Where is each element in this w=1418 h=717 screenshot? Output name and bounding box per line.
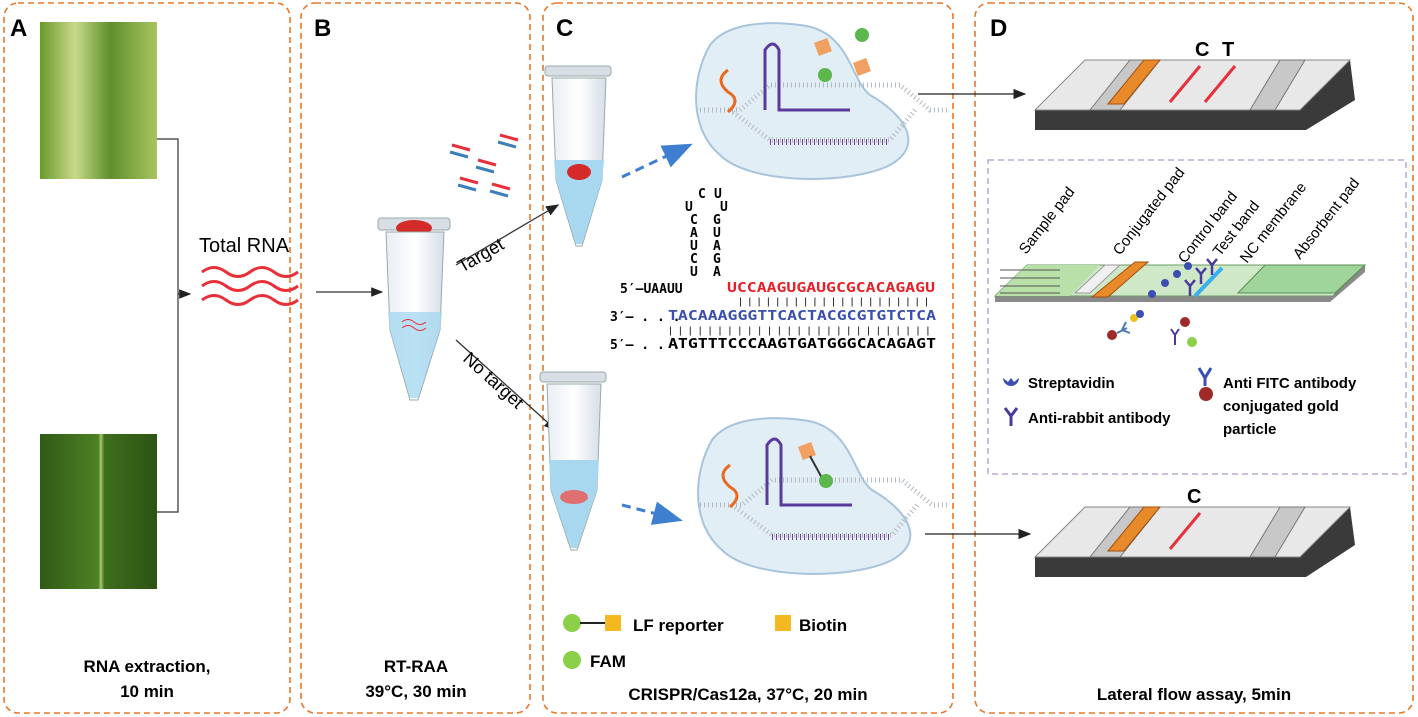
cas12a-complex-inactive	[697, 417, 950, 575]
tube-no-target	[539, 371, 607, 551]
caption-d: Lateral flow assay, 5min	[1097, 685, 1291, 704]
stem-base: A	[713, 265, 721, 280]
target-strand-sequence: TACAAAGGGTTCACTACGCGTGTCTCA	[668, 309, 936, 324]
stem-base: C	[690, 252, 698, 267]
legend-anti-fitc-line1: Anti FITC antibody	[1223, 375, 1357, 392]
stem-base: A	[690, 226, 698, 241]
total-rna-label: Total RNA	[199, 235, 290, 257]
rna-waves-icon	[201, 266, 299, 306]
legend-anti-rabbit-antibody: Anti-rabbit antibody	[1028, 410, 1171, 427]
cas12a-complex-active	[695, 22, 950, 180]
panel-c-border	[542, 2, 954, 714]
diseased-leaf-image	[40, 22, 157, 179]
bracket-connector	[157, 138, 190, 513]
target-strand-prefix: 3′– . . .	[610, 310, 680, 325]
caption-c: CRISPR/Cas12a, 37°C, 20 min	[628, 685, 867, 704]
stem-base: U	[713, 226, 721, 241]
caption-b-line2: 39°C, 30 min	[365, 682, 466, 701]
target-label: Target	[454, 234, 507, 276]
panel-a-border	[3, 2, 291, 714]
legend-anti-fitc-line2: conjugated gold	[1223, 398, 1339, 415]
legend-lf-reporter: LF reporter	[633, 616, 724, 635]
test-band-label: T	[1222, 39, 1234, 61]
stem-base: A	[713, 239, 721, 254]
arrow-target	[455, 204, 560, 266]
gold-particle-conjugates	[1107, 310, 1197, 347]
no-target-label: No target	[459, 348, 527, 412]
strip-schematic-box	[987, 159, 1407, 475]
healthy-leaf-image	[40, 434, 157, 589]
stem-base: U	[720, 200, 728, 215]
caption-a-line1: RNA extraction,	[84, 657, 211, 676]
panel-letter-b: B	[314, 15, 331, 42]
arrow-no-target	[455, 339, 557, 431]
stem-base: C	[698, 187, 706, 202]
crrna-prefix: 5′–UAAUU	[620, 282, 683, 297]
control-band-label: C	[1195, 39, 1209, 61]
stem-base: G	[713, 213, 721, 228]
caption-b-line1: RT-RAA	[384, 657, 448, 676]
strip-schematic	[993, 258, 1367, 302]
rt-raa-tube	[377, 217, 451, 401]
fam-icon	[563, 651, 581, 669]
stem-base: G	[713, 252, 721, 267]
legend-streptavidin: Streptavidin	[1028, 375, 1115, 392]
dashed-arrow-no-target	[621, 501, 683, 525]
stem-base: U	[685, 200, 693, 215]
panel-b-border	[300, 2, 531, 714]
anti-fitc-gold-icon	[1197, 367, 1213, 401]
nontarget-strand-sequence: ATGTTTCCCAAGTGATGGGCACAGAGT	[668, 337, 936, 352]
label-conjugated-pad: Conjugated pad	[1110, 165, 1189, 259]
panel-d-border	[974, 2, 1414, 714]
lateral-flow-strip-negative	[1033, 506, 1355, 577]
legend-biotin: Biotin	[799, 616, 847, 635]
biotin-icon	[775, 615, 791, 631]
crrna-stem-loop: C U C A U C U U U G U A G A	[685, 187, 728, 280]
caption-a-line2: 10 min	[120, 682, 174, 701]
lf-reporter-icon	[563, 614, 621, 632]
panel-letter-c: C	[556, 15, 573, 42]
anti-rabbit-antibody-icon	[1003, 407, 1019, 426]
negative-control-band-label: C	[1187, 486, 1201, 508]
stem-base: U	[690, 239, 698, 254]
lateral-flow-strip-positive	[1033, 59, 1355, 130]
dashed-arrow-target	[621, 143, 693, 179]
nontarget-strand-prefix: 5′– . . .	[610, 338, 680, 353]
stem-base: U	[714, 187, 722, 202]
legend-fam: FAM	[590, 652, 626, 671]
stem-base: U	[690, 265, 698, 280]
label-sample-pad: Sample pad	[1016, 184, 1079, 258]
tube-target	[544, 65, 612, 247]
stem-base: C	[690, 213, 698, 228]
dna-fragments-icon	[449, 133, 519, 198]
legend-anti-fitc-line3: particle	[1223, 421, 1276, 438]
panel-letter-d: D	[990, 15, 1007, 42]
crrna-spacer-sequence: UCCAAGUGAUGCGCACAGAGU	[727, 281, 935, 296]
streptavidin-icon	[1003, 378, 1019, 386]
panel-letter-a: A	[10, 15, 27, 42]
